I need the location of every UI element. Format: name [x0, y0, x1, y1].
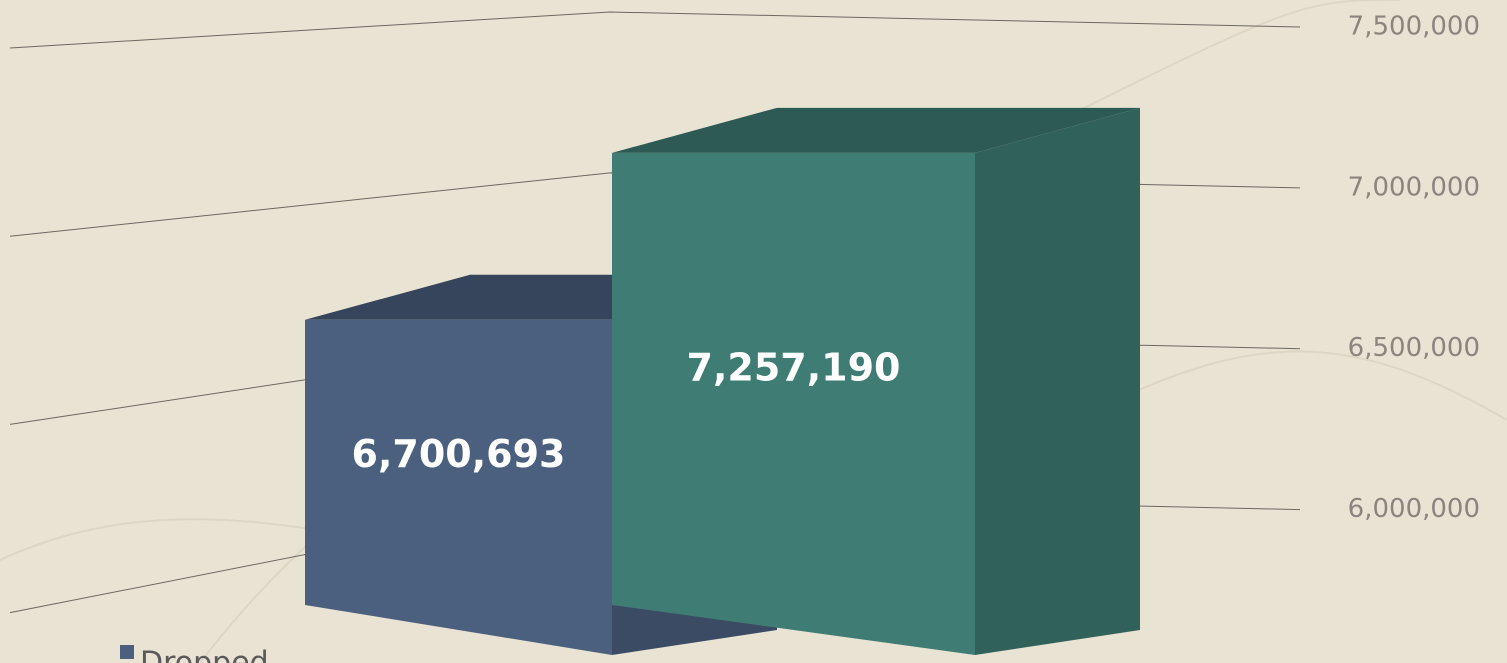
bar: [612, 152, 975, 655]
grid-line: [9, 11, 1301, 49]
y-tick-label: 6,500,000: [1348, 333, 1480, 363]
y-tick-label: 7,500,000: [1348, 12, 1480, 42]
bar-top: [612, 107, 1140, 153]
data-label: 7,257,190: [687, 345, 901, 389]
bar: [305, 319, 612, 655]
data-label: 6,700,693: [352, 432, 566, 476]
legend-label: Dropped: [140, 646, 269, 663]
y-tick-label: 6,000,000: [1348, 494, 1480, 524]
y-tick-label: 7,000,000: [1348, 172, 1480, 202]
bar-side: [975, 107, 1140, 655]
legend-swatch: [120, 645, 134, 659]
